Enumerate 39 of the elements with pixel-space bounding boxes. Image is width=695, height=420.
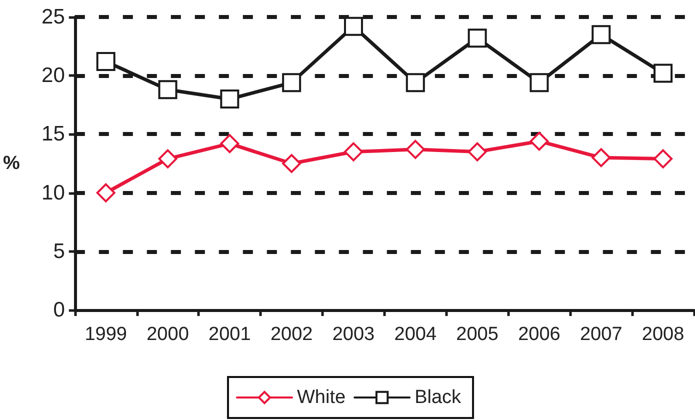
point bbox=[220, 90, 240, 109]
legend-label: White bbox=[297, 387, 346, 408]
y-tick-label: 10 bbox=[42, 181, 65, 204]
x-tick-label: 2000 bbox=[146, 324, 189, 345]
point bbox=[468, 28, 487, 48]
y-tick-label: 25 bbox=[42, 6, 65, 28]
point bbox=[344, 16, 363, 36]
point bbox=[96, 52, 116, 72]
y-tick-label: 5 bbox=[53, 240, 65, 263]
y-axis-title: % bbox=[2, 153, 20, 174]
point bbox=[158, 149, 178, 168]
point bbox=[282, 154, 302, 173]
y-tick-label: 0 bbox=[53, 298, 65, 322]
point bbox=[158, 80, 178, 100]
x-tick-label: 2006 bbox=[518, 324, 560, 345]
x-tick-label: 1999 bbox=[84, 324, 127, 345]
point bbox=[592, 25, 611, 44]
point bbox=[530, 132, 549, 151]
point bbox=[220, 134, 240, 154]
x-tick-label: 2003 bbox=[332, 324, 375, 345]
y-tick-label: 15 bbox=[42, 122, 65, 146]
x-tick-label: 2007 bbox=[580, 324, 622, 345]
legend-label: Black bbox=[414, 387, 462, 408]
point bbox=[468, 142, 487, 162]
x-tick-label: 2001 bbox=[208, 324, 251, 345]
point bbox=[282, 73, 302, 92]
point bbox=[344, 142, 363, 162]
point bbox=[530, 73, 549, 92]
x-tick-label: 2004 bbox=[394, 324, 437, 345]
x-tick-label: 2002 bbox=[270, 324, 313, 345]
point bbox=[654, 149, 673, 168]
point bbox=[654, 64, 673, 83]
point bbox=[592, 148, 611, 168]
point bbox=[406, 140, 425, 159]
point bbox=[406, 73, 425, 92]
x-tick-label: 2008 bbox=[642, 324, 684, 345]
y-tick-label: 20 bbox=[42, 64, 65, 88]
point bbox=[96, 183, 116, 202]
x-tick-label: 2005 bbox=[456, 324, 498, 345]
